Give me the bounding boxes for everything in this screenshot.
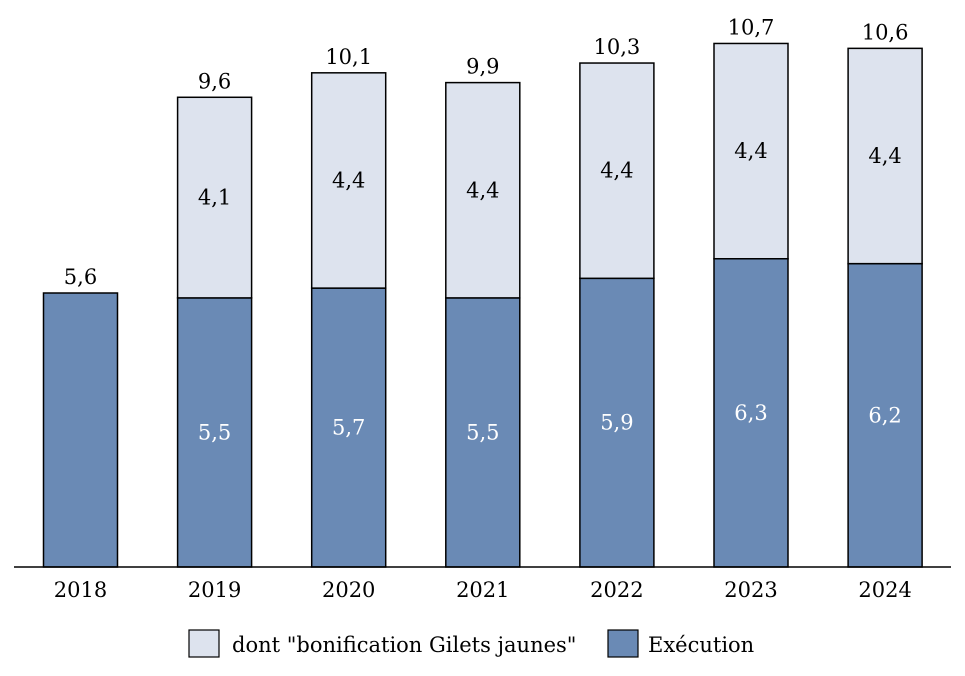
segment-label-execution-2019: 5,5 [198, 420, 231, 444]
x-axis-ticks: 2018 2019 2020 2021 2022 2023 2024 [54, 578, 912, 602]
total-label-2021: 9,9 [466, 55, 499, 79]
total-label-2023: 10,7 [728, 15, 775, 39]
segment-label-execution-2022: 5,9 [600, 411, 633, 435]
bar-bonification-2020 [310, 72, 387, 289]
bar-bonification-2021 [445, 81, 521, 299]
legend-label-bonification: dont "bonification Gilets jaunes" [232, 633, 576, 657]
x-tick-label-2024: 2024 [858, 578, 911, 602]
x-tick-label-2019: 2019 [188, 578, 241, 602]
bar-bonification-2024 [847, 47, 923, 265]
total-label-2024: 10,6 [862, 20, 909, 44]
segment-label-bonification-2024: 4,4 [868, 144, 901, 168]
bar-bonification-2019 [176, 96, 253, 299]
bar-execution-2021 [445, 297, 521, 568]
segment-label-execution-2020: 5,7 [332, 416, 365, 440]
segment-label-execution-2023: 6,3 [734, 401, 767, 425]
bar-execution-2024 [847, 262, 923, 568]
total-label-2018: 5,6 [64, 265, 97, 289]
segment-label-execution-2021: 5,5 [466, 420, 499, 444]
total-label-2020: 10,1 [325, 45, 372, 69]
x-tick-label-2023: 2023 [724, 578, 777, 602]
bar-bonification-2022 [579, 62, 655, 280]
x-tick-label-2022: 2022 [590, 578, 643, 602]
bar-execution-2019 [176, 297, 253, 568]
total-label-2019: 9,6 [198, 69, 231, 93]
x-tick-label-2018: 2018 [54, 578, 107, 602]
x-tick-label-2021: 2021 [456, 578, 509, 602]
labels-layer: 5,6 5,5 4,1 9,6 5,7 4,4 10,1 5,5 4,4 9,9 5,9 4,4 10,… [64, 15, 909, 444]
bars-layer [42, 42, 923, 568]
legend: dont "bonification Gilets jaunes" Exécuti… [188, 629, 754, 658]
segment-label-execution-2024: 6,2 [868, 403, 901, 427]
segment-label-bonification-2023: 4,4 [734, 139, 767, 163]
total-label-2022: 10,3 [594, 35, 641, 59]
legend-label-execution: Exécution [648, 633, 754, 657]
bar-execution-2018 [42, 292, 119, 568]
segment-label-bonification-2021: 4,4 [466, 178, 499, 202]
legend-swatch-execution [607, 629, 639, 658]
legend-swatch-bonification [188, 629, 220, 658]
bar-bonification-2023 [713, 42, 789, 260]
segment-label-bonification-2022: 4,4 [600, 159, 633, 183]
x-tick-label-2020: 2020 [322, 578, 375, 602]
segment-label-bonification-2020: 4,4 [332, 168, 365, 192]
segment-label-bonification-2019: 4,1 [198, 186, 231, 210]
